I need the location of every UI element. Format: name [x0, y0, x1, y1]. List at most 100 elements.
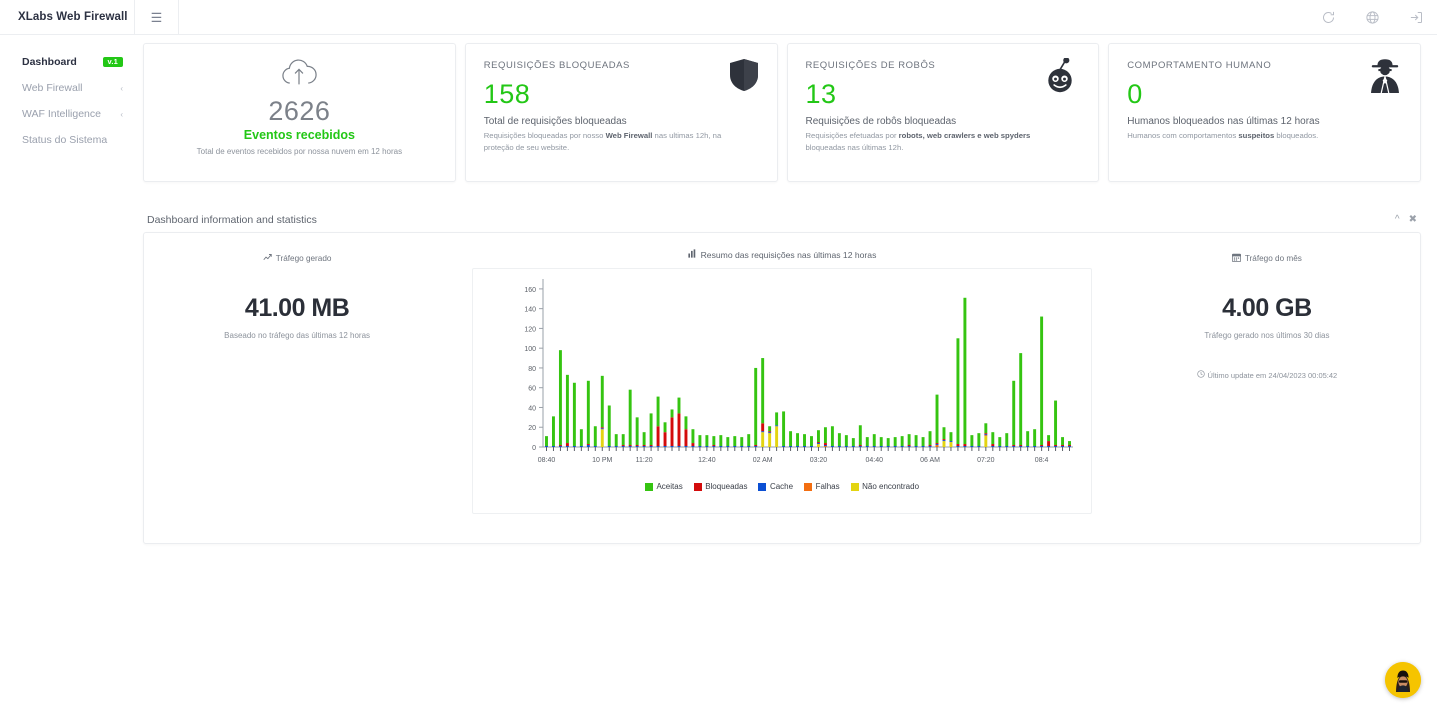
- legend-item[interactable]: Cache: [758, 482, 793, 491]
- card-lead: Total de requisições bloqueadas: [483, 116, 627, 127]
- legend-item[interactable]: Aceitas: [644, 482, 683, 491]
- human-count: 0: [1127, 79, 1143, 109]
- events-subtitle: Total de eventos recebidos por nossa nuv…: [196, 147, 403, 157]
- line-chart-icon: [263, 253, 272, 264]
- kpi-card-row: 2626 Eventos recebidos Total de eventos …: [143, 43, 1421, 182]
- sidebar-item-web-firewall[interactable]: Web Firewall ‹: [0, 75, 135, 101]
- svg-text:08:40: 08:40: [538, 457, 556, 464]
- stat-caption-text: Tráfego do mês: [1244, 254, 1302, 263]
- menu-toggle-button[interactable]: ☰: [135, 0, 179, 34]
- legend-item[interactable]: Não encontrado: [850, 482, 920, 491]
- svg-text:11:20: 11:20: [636, 457, 653, 464]
- logout-icon[interactable]: [1407, 8, 1425, 26]
- legend-item[interactable]: Falhas: [804, 482, 840, 491]
- app-brand: XLabs Web Firewall: [0, 0, 135, 34]
- card-header: REQUISIÇÕES BLOQUEADAS: [483, 60, 630, 71]
- chevron-left-icon: ‹: [120, 109, 123, 119]
- panel-actions: ^ ✖: [1395, 215, 1417, 225]
- top-bar-spacer: [179, 0, 1319, 34]
- panel-title: Dashboard information and statistics: [147, 214, 317, 226]
- sidebar-item-waf-intelligence[interactable]: WAF Intelligence ‹: [0, 101, 135, 127]
- stat-caption: Tráfego gerado: [263, 253, 332, 264]
- close-icon[interactable]: ✖: [1408, 214, 1417, 225]
- robots-count: 13: [805, 79, 837, 109]
- bar-chart-icon: [687, 249, 697, 260]
- user-avatar[interactable]: [1385, 662, 1421, 698]
- main-content: 2626 Eventos recebidos Total de eventos …: [135, 35, 1437, 706]
- requests-bar-chart[interactable]: 0 20 40 60 80 100 120 140 160 08:40 10 PM 11:20 12:4…: [472, 268, 1092, 514]
- sidebar-item-label: Status do Sistema: [22, 134, 108, 146]
- sidebar-item-label: Web Firewall: [22, 82, 83, 94]
- last-update-text: Último update em 24/04/2023 00:05:42: [1207, 370, 1338, 380]
- events-title: Eventos recebidos: [243, 128, 355, 143]
- legend-swatch: [644, 482, 653, 491]
- legend-swatch: [758, 482, 767, 491]
- sidebar: Dashboard v.1 Web Firewall ‹ WAF Intelli…: [0, 35, 135, 706]
- legend-label: Falhas: [815, 482, 840, 491]
- svg-text:02 AM: 02 AM: [753, 457, 773, 464]
- chevron-left-icon: ‹: [120, 83, 123, 93]
- panel-header: Dashboard information and statistics ^ ✖: [143, 208, 1421, 232]
- svg-text:03:20: 03:20: [810, 457, 828, 464]
- robot-face-icon: [1040, 57, 1080, 99]
- svg-text:12:40: 12:40: [698, 457, 716, 464]
- svg-text:06 AM: 06 AM: [920, 457, 940, 464]
- sidebar-item-status-do-sistema[interactable]: Status do Sistema: [0, 127, 135, 153]
- chevron-up-icon[interactable]: ^: [1394, 214, 1400, 225]
- hamburger-icon: ☰: [150, 9, 163, 25]
- monthly-traffic-sub: Tráfego gerado nos últimos 30 dias: [1204, 331, 1330, 340]
- legend-label: Cache: [769, 482, 794, 491]
- card-header: COMPORTAMENTO HUMANO: [1127, 60, 1272, 71]
- card-header: REQUISIÇÕES DE ROBÔS: [805, 60, 936, 71]
- requests-chart-column: Resumo das requisições nas últimas 12 ho…: [450, 243, 1114, 525]
- traffic-generated-stat: Tráfego gerado 41.00 MB Baseado no tráfe…: [144, 243, 450, 525]
- legend-swatch: [850, 482, 859, 491]
- calendar-icon: [1231, 253, 1241, 264]
- chart-title-text: Resumo das requisições nas últimas 12 ho…: [700, 249, 877, 260]
- svg-text:160: 160: [524, 287, 536, 294]
- clock-icon: [1196, 370, 1205, 380]
- svg-text:10 PM: 10 PM: [592, 457, 612, 464]
- stat-caption-text: Tráfego gerado: [275, 254, 332, 263]
- statistics-panel: Dashboard information and statistics ^ ✖: [143, 208, 1421, 544]
- svg-text:07:20: 07:20: [977, 457, 995, 464]
- monthly-traffic-stat: Tráfego do mês 4.00 GB Tráfego gerado no…: [1114, 243, 1420, 525]
- svg-text:40: 40: [528, 405, 536, 412]
- card-description: Humanos com comportamentos suspeitos blo…: [1127, 131, 1319, 140]
- top-bar: XLabs Web Firewall ☰: [0, 0, 1437, 35]
- chart-title: Resumo das requisições nas últimas 12 ho…: [687, 249, 877, 260]
- legend-item[interactable]: Bloqueadas: [693, 482, 748, 491]
- traffic-generated-sub: Baseado no tráfego das últimas 12 horas: [224, 331, 371, 340]
- svg-text:100: 100: [524, 346, 536, 353]
- sidebar-item-label: WAF Intelligence: [22, 108, 101, 120]
- legend-swatch: [693, 482, 702, 491]
- top-bar-actions: [1319, 0, 1437, 34]
- user-secret-icon: [1368, 58, 1402, 99]
- card-description: Requisições bloqueadas por nosso Web Fir…: [483, 131, 722, 152]
- card-description: Requisições efetuadas por robots, web cr…: [805, 131, 1031, 152]
- globe-icon[interactable]: [1363, 8, 1381, 26]
- card-requisicoes-bloqueadas: REQUISIÇÕES BLOQUEADAS 158 Total de requ…: [464, 43, 778, 182]
- sidebar-version-badge: v.1: [102, 56, 123, 68]
- svg-text:0: 0: [532, 445, 536, 452]
- cloud-upload-icon: [278, 58, 320, 93]
- shield-icon: [729, 58, 759, 97]
- chart-canvas: 0 20 40 60 80 100 120 140 160 08:40 10 PM 11:20 12:4…: [524, 279, 1073, 464]
- monthly-traffic-value: 4.00 GB: [1222, 294, 1312, 322]
- svg-text:20: 20: [528, 425, 536, 432]
- traffic-generated-value: 41.00 MB: [244, 294, 350, 322]
- chart-legend: Aceitas Bloqueadas Cache Falhas Não encontra…: [473, 482, 1091, 491]
- legend-swatch: [804, 482, 813, 491]
- panel-body: Tráfego gerado 41.00 MB Baseado no tráfe…: [143, 232, 1421, 544]
- card-lead: Humanos bloqueados nas últimas 12 horas: [1127, 116, 1320, 127]
- svg-text:60: 60: [528, 386, 536, 393]
- legend-label: Aceitas: [656, 482, 683, 491]
- legend-label: Bloqueadas: [705, 482, 748, 491]
- app-shell: Dashboard v.1 Web Firewall ‹ WAF Intelli…: [0, 35, 1437, 706]
- sidebar-item-dashboard[interactable]: Dashboard v.1: [0, 49, 135, 75]
- svg-text:04:40: 04:40: [865, 457, 883, 464]
- legend-label: Não encontrado: [862, 482, 920, 491]
- events-count: 2626: [268, 96, 331, 126]
- card-requisicoes-de-robos: REQUISIÇÕES DE ROBÔS 13 Requisições de r…: [786, 43, 1100, 182]
- sync-icon[interactable]: [1319, 8, 1337, 26]
